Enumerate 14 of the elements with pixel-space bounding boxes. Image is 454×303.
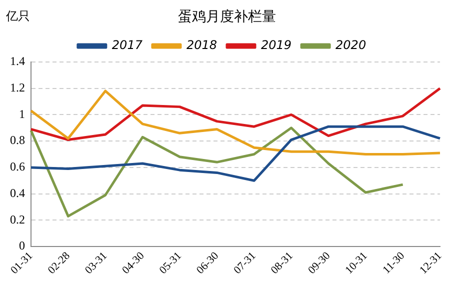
- y-tick-label: 0.8: [10, 133, 25, 148]
- y-axis-title: 亿只: [6, 8, 30, 25]
- legend-label: 2019: [261, 38, 292, 52]
- y-tick-label: 0: [19, 238, 25, 253]
- y-tick-label: 0.2: [10, 212, 25, 226]
- y-tick-label: 1: [19, 106, 25, 121]
- legend-label: 2018: [186, 38, 218, 52]
- y-tick-label: 0.4: [10, 186, 25, 200]
- y-tick-label: 1.4: [10, 54, 25, 68]
- y-tick-label: 0.6: [10, 160, 25, 174]
- y-tick-label: 1.2: [10, 80, 25, 95]
- chart-title: 蛋鸡月度补栏量: [178, 9, 276, 25]
- legend-label: 2020: [336, 38, 366, 52]
- legend-label: 2017: [112, 38, 143, 52]
